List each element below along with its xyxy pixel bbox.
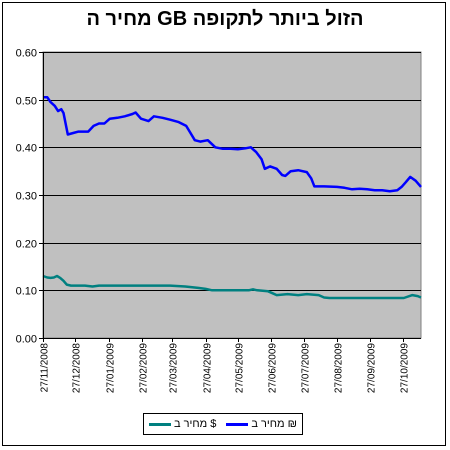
gridlines	[43, 52, 421, 291]
series-line-shekel	[43, 96, 422, 193]
y-tick-label: 0.20	[16, 239, 37, 251]
legend-item-dollar: מחיר ב $	[149, 418, 216, 430]
chart-title: מחיר ה GB הזול ביותר לתקופה	[86, 8, 364, 30]
x-tick-label: 27/06/2009	[268, 343, 279, 393]
y-tick-label: 0.30	[16, 191, 37, 203]
x-tick-label: 27/02/2009	[139, 343, 150, 393]
x-tick-label: 27/08/2009	[334, 343, 345, 393]
x-tick-label: 27/01/2009	[106, 343, 117, 393]
x-tick-label: 27/10/2009	[400, 343, 411, 393]
series-layer	[42, 96, 422, 300]
series-line-dollar	[42, 274, 422, 300]
legend-label-shekel: מחיר ב ₪	[251, 418, 297, 430]
x-tick-label: 27/07/2009	[301, 343, 312, 393]
legend-swatch-shekel	[226, 422, 249, 426]
x-tick-label: 27/05/2009	[235, 343, 246, 393]
x-tick-label: 27/12/2008	[72, 343, 83, 393]
y-tick-label: 0.40	[16, 143, 37, 155]
legend: מחיר ב $ מחיר ב ₪	[143, 413, 303, 435]
y-tick-label: 0.10	[16, 286, 37, 298]
y-tick-label: 0.60	[16, 48, 37, 60]
x-axis-ticks: 27/11/2008 27/12/2008 27/01/2009 27/02/2009…	[40, 338, 411, 393]
y-tick-label: 0.00	[16, 334, 37, 346]
legend-swatch-dollar	[149, 422, 172, 426]
y-tick-label: 0.50	[16, 96, 37, 108]
x-tick-label: 27/11/2008	[40, 343, 51, 393]
legend-label-dollar: מחיר ב $	[174, 418, 217, 430]
x-tick-label: 27/04/2009	[203, 343, 214, 393]
legend-item-shekel: מחיר ב ₪	[226, 418, 297, 430]
x-tick-label: 27/09/2009	[367, 343, 378, 393]
x-tick-label: 27/03/2009	[169, 343, 180, 393]
y-axis-ticks: 0.00 0.10 0.20 0.30 0.40 0.50 0.60	[16, 48, 43, 346]
